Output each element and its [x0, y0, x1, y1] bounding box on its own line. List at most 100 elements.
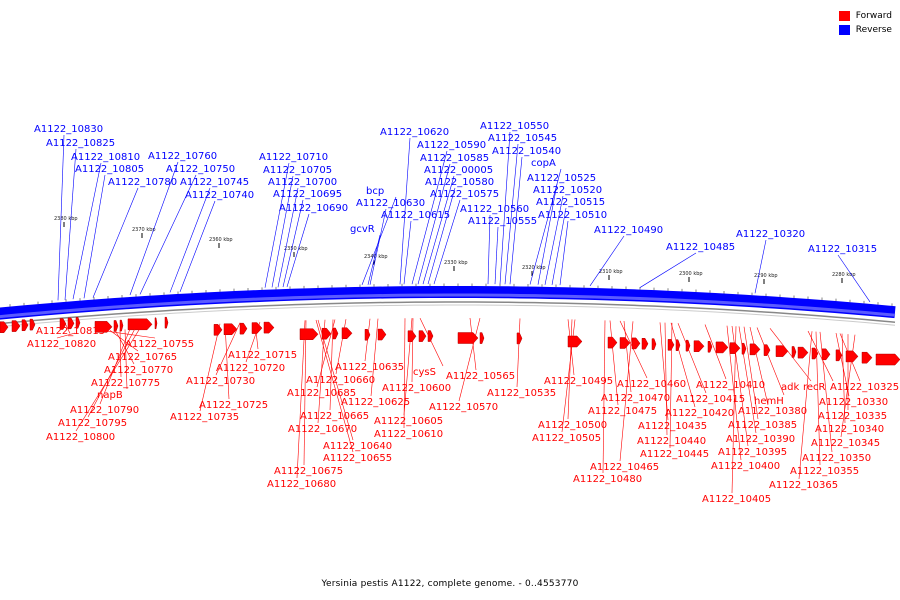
forward-gene-label: A1122_10565	[446, 371, 515, 382]
kbp-tick-label: 2350 kbp	[284, 246, 308, 252]
forward-gene-arrow	[332, 327, 339, 340]
forward-label-leader	[419, 317, 444, 367]
reverse-gene-label: A1122_10750	[166, 164, 235, 175]
reverse-gene-label: A1122_10695	[273, 189, 342, 200]
forward-gene-label: A1122_10445	[640, 449, 709, 460]
reverse-gene-label: A1122_10580	[425, 177, 494, 188]
forward-gene-arrow	[67, 317, 75, 330]
forward-label-leader	[199, 323, 221, 412]
reverse-label-leader	[837, 254, 871, 303]
reverse-label-leader	[286, 213, 310, 288]
forward-gene-arrow	[619, 337, 631, 349]
kbp-tick-label: 2380 kbp	[54, 216, 78, 222]
forward-gene-arrow	[693, 340, 705, 352]
reverse-gene-label: gcvR	[350, 224, 375, 235]
forward-gene-label: A1122_10790	[70, 405, 139, 416]
forward-gene-arrow	[364, 329, 371, 341]
forward-gene-arrow	[407, 330, 417, 342]
forward-label-leader	[677, 323, 707, 394]
reverse-strand-band	[0, 285, 896, 320]
kbp-tick-label: 2300 kbp	[679, 271, 703, 277]
forward-label-leader	[743, 326, 759, 420]
forward-label-leader	[839, 333, 861, 382]
reverse-label-leader	[544, 195, 564, 285]
forward-gene-arrow	[427, 330, 434, 342]
forward-gene-arrow	[631, 337, 641, 350]
forward-gene-label: A1122_10435	[638, 421, 707, 432]
reverse-label-leader	[559, 220, 569, 286]
genome-backbone	[0, 283, 896, 328]
forward-gene-arrow	[223, 323, 238, 335]
forward-gene-label: A1122_10735	[170, 412, 239, 423]
forward-gene-arrow	[715, 341, 729, 354]
forward-gene-label: A1122_10655	[323, 453, 392, 464]
reverse-label-leader	[422, 175, 455, 285]
kbp-tick-label: 2320 kbp	[522, 265, 546, 271]
forward-label-leader	[756, 327, 785, 396]
forward-gene-label: A1122_10755	[125, 339, 194, 350]
forward-gene-label: A1122_10325	[830, 382, 899, 393]
forward-gene-label: A1122_10610	[374, 429, 443, 440]
forward-label-leader	[403, 318, 413, 416]
reverse-gene-label: A1122_10320	[736, 229, 805, 240]
reverse-gene-label: A1122_10555	[468, 216, 537, 227]
reverse-label-leader	[509, 156, 523, 285]
forward-gene-arrow	[239, 322, 248, 335]
forward-gene-arrow	[775, 345, 789, 357]
forward-label-leader	[114, 329, 135, 365]
forward-label-leader	[124, 329, 128, 390]
forward-gene-label: A1122_10765	[108, 352, 177, 363]
reverse-label-leader	[589, 235, 625, 287]
forward-gene-arrow	[651, 338, 657, 350]
forward-label-leader	[224, 323, 230, 400]
forward-label-leader	[798, 331, 813, 480]
legend: Forward Reverse	[838, 9, 892, 37]
forward-gene-label: A1122_10405	[702, 494, 771, 505]
reverse-label-leader	[179, 200, 216, 292]
forward-gene-label: A1122_10350	[802, 453, 871, 464]
forward-gene-label: A1122_10570	[429, 402, 498, 413]
forward-label-leader	[704, 324, 727, 380]
reverse-gene-label: bcp	[366, 186, 384, 197]
forward-gene-label: A1122_10440	[637, 436, 706, 447]
forward-label-leader	[623, 320, 632, 393]
forward-gene-label: A1122_10460	[617, 379, 686, 390]
reverse-gene-label: A1122_10510	[538, 210, 607, 221]
genome-axis-shadow	[0, 304, 896, 328]
forward-gene-label: A1122_10505	[532, 433, 601, 444]
forward-label-leader	[215, 322, 241, 376]
reverse-label-leader	[277, 187, 299, 288]
gene-labels: A1122_10830A1122_10825A1122_10810A1122_1…	[27, 121, 899, 505]
forward-label-leader	[815, 331, 821, 466]
reverse-gene-label: A1122_00005	[424, 165, 493, 176]
forward-gene-label: A1122_10495	[544, 376, 613, 387]
forward-gene-arrow	[11, 320, 21, 332]
reverse-gene-label: A1122_10810	[71, 152, 140, 163]
forward-gene-label: A1122_10795	[58, 418, 127, 429]
forward-gene-label: A1122_10345	[811, 438, 880, 449]
legend-forward-label: Forward	[855, 11, 892, 21]
forward-gene-label: A1122_10480	[573, 474, 642, 485]
kbp-tick-label: 2370 kbp	[132, 227, 156, 233]
forward-gene-label: A1122_10685	[287, 388, 356, 399]
forward-gene-label: A1122_10660	[306, 375, 375, 386]
reverse-label-leader	[417, 163, 451, 285]
forward-gene-label: A1122_10605	[374, 416, 443, 427]
forward-gene-arrow	[418, 330, 427, 342]
forward-gene-label: A1122_10680	[267, 479, 336, 490]
forward-gene-arrow	[457, 332, 479, 344]
forward-gene-arrow	[763, 344, 771, 356]
forward-gene-label: A1122_10475	[588, 406, 657, 417]
forward-label-leader	[335, 319, 347, 375]
forward-gene-label: A1122_10395	[718, 447, 787, 458]
forward-gene-label: A1122_10670	[288, 424, 357, 435]
reverse-gene-label: A1122_10615	[381, 210, 450, 221]
forward-gene-label: cysS	[413, 367, 436, 378]
reverse-label-leader	[282, 199, 304, 288]
reverse-gene-label: A1122_10545	[488, 133, 557, 144]
reverse-label-leader	[494, 226, 499, 285]
forward-gene-label: A1122_10535	[487, 388, 556, 399]
reverse-gene-label: A1122_10560	[460, 204, 529, 215]
forward-gene-label: hemH	[754, 396, 784, 407]
